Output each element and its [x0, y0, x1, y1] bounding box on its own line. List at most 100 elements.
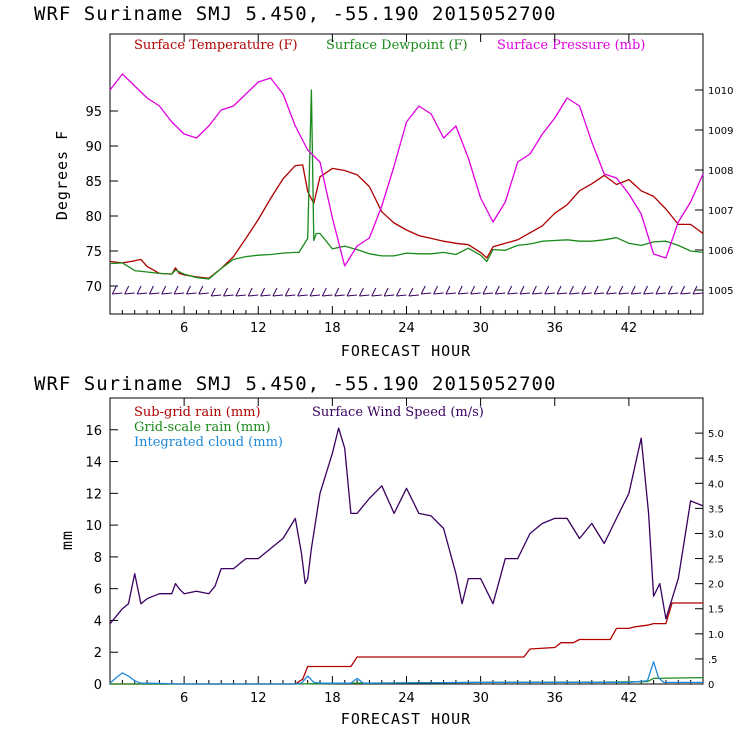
wind-barb — [494, 285, 500, 295]
wind-barb — [532, 292, 543, 295]
top-chart: WRF Suriname SMJ 5.450, -55.190 20150527… — [34, 3, 733, 360]
wind-barb — [309, 294, 321, 297]
wind-barb — [161, 292, 172, 295]
wind-barb — [408, 287, 414, 297]
y2-tick-label: 4.5 — [708, 454, 724, 465]
wind-barb — [458, 292, 469, 295]
bottom-series-lines — [109, 427, 704, 685]
wind-barb — [359, 294, 370, 297]
wind-barb — [272, 294, 284, 297]
wind-barb — [247, 287, 253, 297]
legend-dewpoint: Surface Dewpoint (F) — [326, 38, 468, 53]
wind-barb — [223, 287, 228, 297]
wind-barb — [581, 285, 587, 295]
wind-barb — [495, 292, 506, 295]
y-tick-label: 4 — [94, 614, 102, 629]
wind-barb — [111, 285, 117, 295]
y-tick-label: 12 — [85, 487, 102, 502]
wind-barb — [112, 292, 123, 295]
wind-barb — [235, 287, 241, 297]
wind-barb — [606, 285, 611, 295]
y-tick-label: 10 — [85, 519, 102, 534]
wind-barb — [173, 285, 179, 295]
y2-tick-label: 1008 — [708, 166, 733, 177]
y-tick-label: 70 — [85, 280, 102, 295]
wind-barb — [149, 292, 160, 295]
wind-barb — [285, 294, 296, 297]
x-tick-label: 30 — [472, 691, 489, 706]
bottom-legend: Sub-grid rain (mm) Surface Wind Speed (m… — [134, 405, 484, 450]
y-tick-label: 85 — [85, 175, 102, 190]
y2-tick-label: 5.0 — [708, 429, 724, 440]
wind-barb — [137, 292, 148, 295]
y-tick-label: 14 — [85, 456, 102, 471]
series-line — [109, 164, 704, 279]
wind-barb — [692, 285, 698, 295]
wind-barb — [519, 292, 531, 295]
x-tick-label: 24 — [398, 691, 415, 706]
wind-barb — [643, 285, 649, 295]
x-tick-label: 12 — [250, 321, 267, 336]
x-tick-label: 6 — [180, 321, 188, 336]
y-tick-label: 80 — [85, 210, 102, 225]
wind-barb — [384, 294, 395, 297]
legend-subgrid-rain: Sub-grid rain (mm) — [134, 405, 261, 420]
top-chart-title: WRF Suriname SMJ 5.450, -55.190 20150527… — [34, 3, 556, 25]
wind-barb — [606, 292, 617, 295]
series-line — [109, 73, 704, 267]
wind-barb — [445, 292, 456, 295]
wind-barb — [643, 292, 654, 295]
wind-barb — [260, 294, 271, 297]
y2-tick-label: 3.0 — [708, 529, 724, 540]
wind-barb — [211, 294, 222, 297]
x-tick-label: 24 — [398, 321, 415, 336]
y2-tick-label: 1005 — [708, 286, 733, 297]
wind-barb — [421, 292, 432, 295]
wind-barb — [309, 287, 315, 297]
wind-barb — [396, 287, 401, 297]
y2-tick-label: 1007 — [708, 206, 733, 217]
bottom-y-axis-title: mm — [58, 530, 76, 550]
wind-barb — [124, 292, 135, 295]
y2-tick-label: 2.5 — [708, 555, 724, 566]
top-x-axis-title: FORECAST HOUR — [341, 342, 471, 360]
wind-barb — [396, 294, 407, 297]
series-line — [109, 89, 704, 280]
wind-barb — [433, 285, 439, 295]
top-axis-ticks: 6 12 18 24 30 36 42 70 75 80 85 90 95 1005 1006 1007 100… — [85, 34, 733, 336]
bottom-chart-title: WRF Suriname SMJ 5.450, -55.190 20150527… — [34, 373, 556, 395]
wind-barb — [519, 285, 525, 295]
wind-barb — [569, 285, 574, 295]
wind-barb — [272, 287, 278, 297]
legend-integrated-cloud: Integrated cloud (mm) — [134, 435, 283, 450]
wind-barb — [235, 294, 246, 297]
wind-barb — [457, 285, 463, 295]
wind-barb — [593, 285, 599, 295]
wind-barb — [507, 292, 518, 295]
y2-tick-label: 2.0 — [708, 580, 724, 591]
wind-barb — [433, 292, 444, 295]
x-tick-label: 36 — [546, 321, 563, 336]
top-legend: Surface Temperature (F) Surface Dewpoint… — [134, 38, 645, 53]
wind-barb — [198, 292, 209, 295]
top-series-lines — [109, 73, 704, 280]
wind-barb — [210, 287, 216, 297]
wind-barb — [186, 285, 191, 295]
legend-grid-rain: Grid-scale rain (mm) — [134, 420, 271, 435]
wind-barb — [347, 294, 358, 297]
wind-barb — [668, 292, 679, 295]
wind-barb — [186, 292, 197, 295]
y-tick-label: 8 — [94, 551, 102, 566]
x-tick-label: 36 — [546, 691, 563, 706]
wind-barb — [482, 285, 488, 295]
top-y-axis-title: Degrees F — [53, 130, 71, 220]
legend-temperature: Surface Temperature (F) — [134, 38, 298, 53]
y2-tick-label: 1006 — [708, 246, 733, 257]
wind-barb — [420, 285, 426, 295]
wind-barb — [544, 292, 555, 295]
wind-barb — [630, 285, 636, 295]
wind-barb — [371, 287, 377, 297]
bottom-x-axis-title: FORECAST HOUR — [341, 710, 471, 728]
wind-barb — [174, 292, 185, 295]
y2-tick-label: 1010 — [708, 86, 733, 97]
